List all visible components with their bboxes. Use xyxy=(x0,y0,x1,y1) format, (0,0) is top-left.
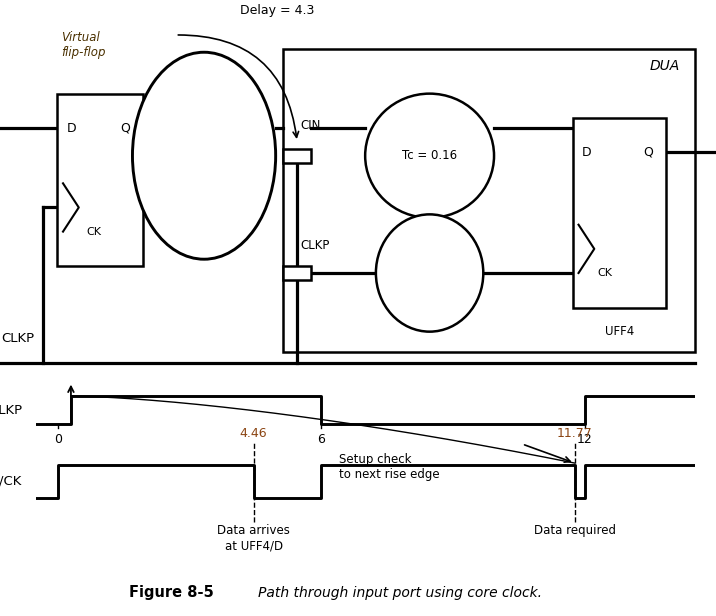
Text: 11.77: 11.77 xyxy=(557,427,593,440)
Text: CLKP: CLKP xyxy=(0,403,23,416)
Text: 6: 6 xyxy=(317,434,325,447)
Text: 0: 0 xyxy=(54,434,62,447)
Bar xyxy=(283,49,695,352)
Text: Data required: Data required xyxy=(533,524,616,537)
Text: Figure 8-5: Figure 8-5 xyxy=(129,585,213,600)
Bar xyxy=(57,94,143,266)
Text: Q: Q xyxy=(120,121,130,135)
Text: Setup check
to next rise edge: Setup check to next rise edge xyxy=(339,453,440,481)
Text: CLKP: CLKP xyxy=(301,239,330,253)
Text: CK: CK xyxy=(86,227,101,237)
Text: CK: CK xyxy=(598,268,613,278)
Text: Virtual
flip-flop: Virtual flip-flop xyxy=(61,31,105,59)
Text: Q: Q xyxy=(643,146,653,159)
Ellipse shape xyxy=(132,52,276,259)
Text: Path through input port using core clock.: Path through input port using core clock… xyxy=(258,586,542,599)
Text: Delay = 4.3: Delay = 4.3 xyxy=(240,4,314,17)
Bar xyxy=(573,118,666,307)
Text: CIN: CIN xyxy=(301,118,321,132)
Text: UFF4: UFF4 xyxy=(605,325,634,338)
Text: CLKP: CLKP xyxy=(1,333,34,346)
Text: D: D xyxy=(582,146,591,159)
Text: Tc = 0.16: Tc = 0.16 xyxy=(402,149,457,162)
Bar xyxy=(283,149,311,163)
Text: D: D xyxy=(67,121,76,135)
Bar xyxy=(283,266,311,280)
Text: 12: 12 xyxy=(577,434,593,447)
Text: 4.46: 4.46 xyxy=(240,427,268,440)
Text: Data arrives
at UFF4/D: Data arrives at UFF4/D xyxy=(217,524,290,552)
Ellipse shape xyxy=(365,94,494,218)
Ellipse shape xyxy=(376,214,483,331)
FancyArrowPatch shape xyxy=(178,35,299,137)
Text: UFF4/CK: UFF4/CK xyxy=(0,475,23,488)
Text: DUA: DUA xyxy=(650,59,680,73)
